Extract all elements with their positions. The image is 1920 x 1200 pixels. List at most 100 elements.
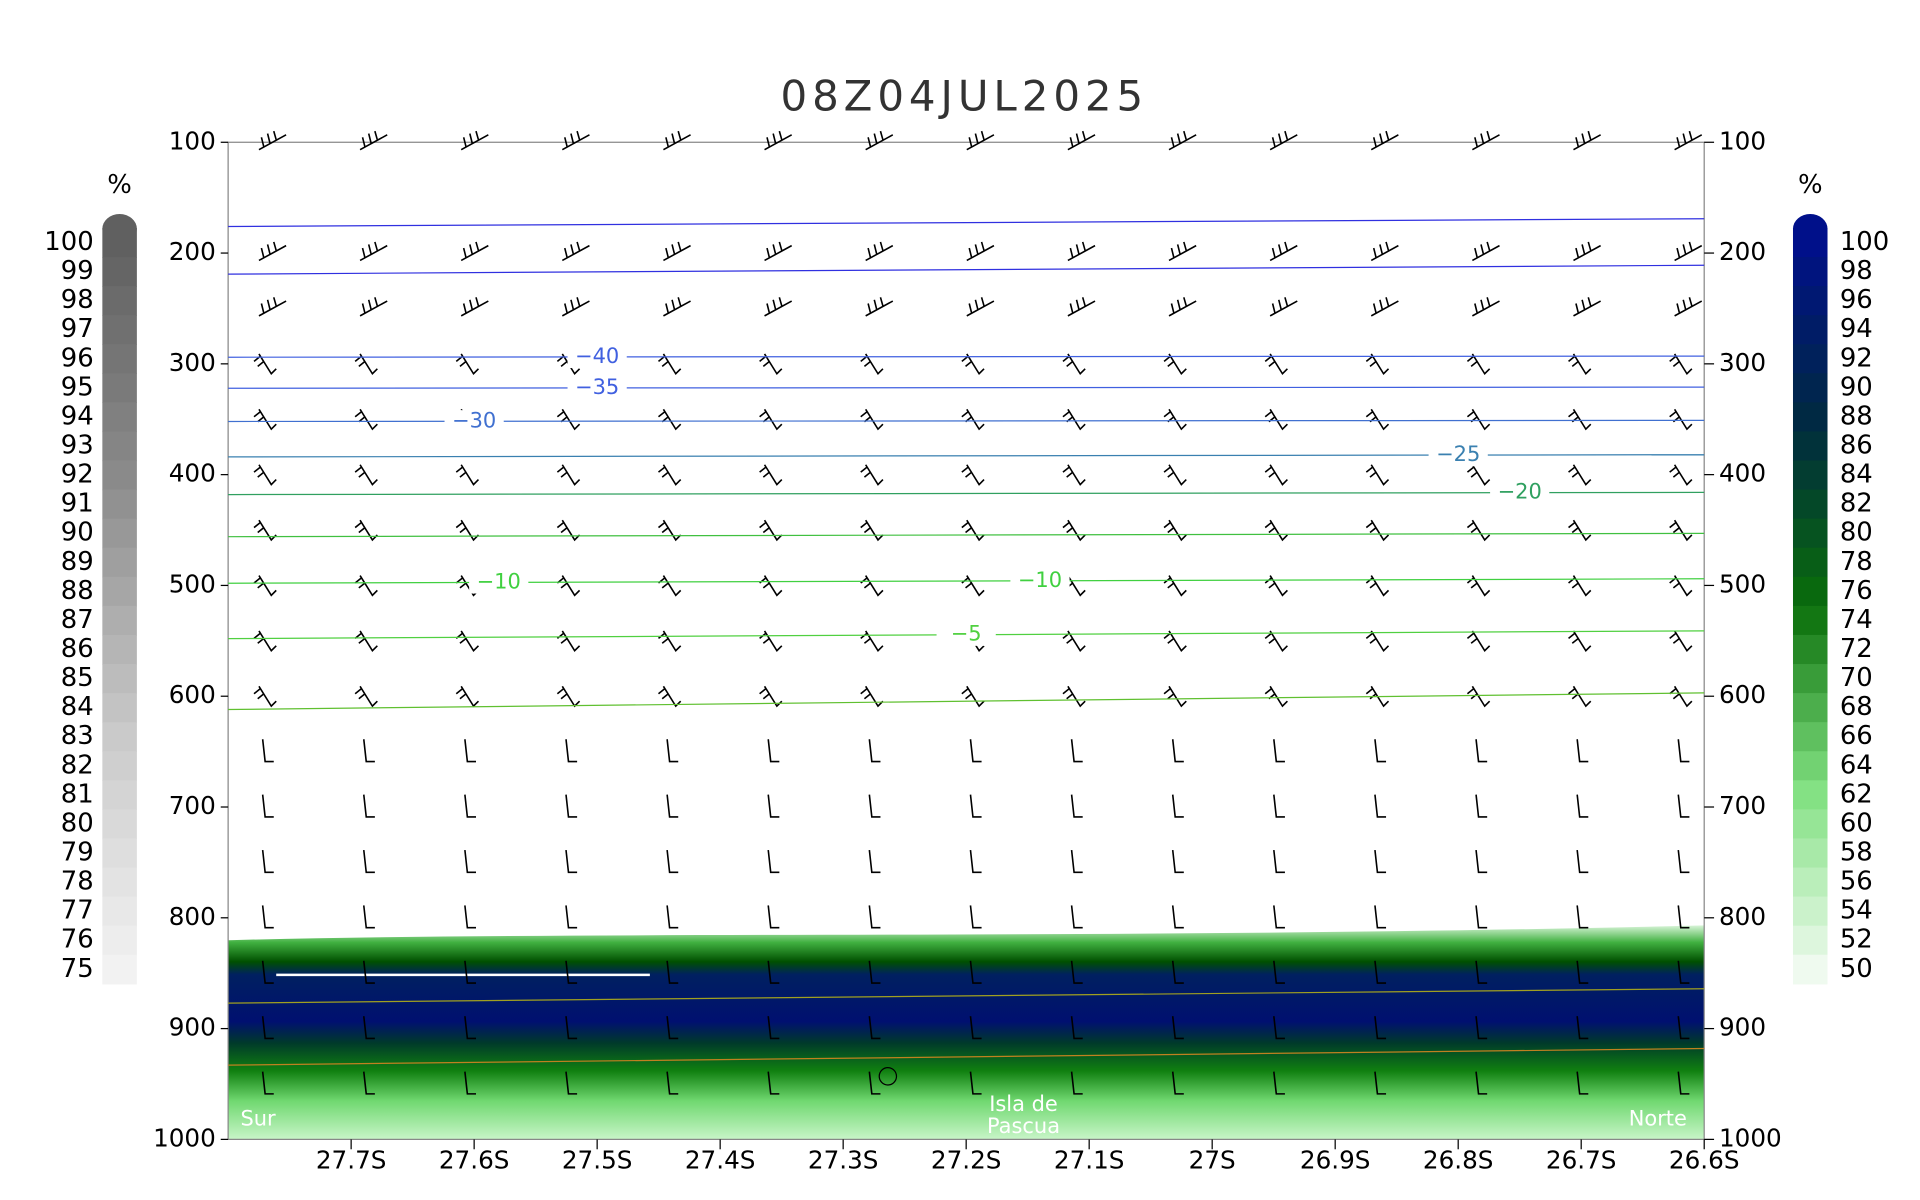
colorbar-cell [1792, 780, 1828, 810]
wind-barb [1365, 519, 1390, 542]
y-tick-label: 400 [169, 459, 216, 488]
colorbar-label: 85 [61, 663, 94, 693]
wind-barb [565, 739, 578, 763]
y-tick-label: 700 [169, 791, 216, 820]
wind-barb [1365, 464, 1390, 486]
colorbar-label: 74 [1840, 605, 1873, 635]
wind-barb [1576, 905, 1589, 929]
colorbar-cell [1792, 227, 1828, 258]
colorbar-label: 90 [1840, 372, 1873, 402]
colorbar-cell [1792, 344, 1828, 374]
wind-barb [961, 519, 985, 542]
colorbar-label: 93 [61, 430, 94, 460]
colorbar-label: 52 [1840, 925, 1873, 955]
wind-barb [1674, 297, 1703, 317]
wind-barb [1365, 575, 1390, 597]
wind-barb [556, 519, 581, 542]
colorbar-cell [1792, 518, 1828, 549]
colorbar-cell [1792, 896, 1828, 927]
y2-tick-label: 600 [1719, 680, 1766, 709]
wind-barb [565, 1016, 578, 1040]
wind-barb [868, 794, 881, 818]
wind-barb [464, 794, 476, 818]
wind-barb [1471, 130, 1500, 151]
wind-barb [1576, 849, 1589, 874]
island-marker [878, 1067, 898, 1086]
colorbar-cell [102, 664, 137, 694]
colorbar-label: 84 [61, 692, 94, 722]
wind-barb [261, 905, 274, 929]
colorbar-cell [102, 315, 137, 345]
wind-barb [1163, 464, 1187, 486]
colorbar-label: 75 [61, 954, 94, 984]
wind-barb [464, 849, 476, 874]
colorbar-label: 64 [1840, 750, 1873, 780]
wind-barb [561, 297, 590, 317]
wind-barb [860, 575, 884, 597]
colorbar-label: 79 [61, 837, 94, 867]
wind-barb [1568, 408, 1592, 431]
colorbar-label: 80 [1840, 518, 1873, 548]
wind-barb [969, 1071, 982, 1095]
wind-barb [1264, 408, 1288, 431]
wind-barb [1273, 1071, 1285, 1095]
colorbar-cell [102, 954, 137, 985]
wind-barb [1365, 408, 1390, 431]
wind-barb [1070, 960, 1083, 984]
wind-barb [966, 297, 995, 317]
wind-barb [1568, 519, 1592, 542]
colorbar-cell [1792, 547, 1828, 578]
wind-barb [865, 130, 894, 151]
wind-barb [666, 1071, 679, 1095]
wind-barb [253, 630, 277, 653]
wind-barb [969, 1016, 982, 1040]
wind-barb [1374, 849, 1387, 874]
colorbar-cell [1792, 867, 1828, 898]
wind-barb [253, 685, 277, 708]
wind-barb [1163, 685, 1187, 708]
colorbar-label: 90 [61, 518, 94, 548]
colorbar-label: 82 [1840, 489, 1873, 519]
y2-tick-label: 200 [1719, 237, 1766, 266]
wind-barb [556, 464, 581, 486]
wind-barb [1568, 685, 1592, 708]
wind-barb [1374, 739, 1387, 763]
wind-barb [1062, 519, 1086, 542]
wind-barb [455, 685, 480, 708]
wind-barb [1070, 794, 1083, 818]
x-tick-label: 26.7S [1546, 1146, 1617, 1175]
isotherm [228, 532, 1705, 538]
wind-barb [1062, 464, 1086, 486]
colorbar-cell [102, 605, 137, 636]
wind-barb [1466, 630, 1491, 653]
colorbar-cell [102, 693, 137, 723]
x-tick-label: 27S [1189, 1146, 1236, 1175]
wind-barb [561, 241, 590, 262]
wind-barb [354, 685, 378, 708]
wind-barb [966, 130, 995, 151]
wind-barb [1475, 960, 1488, 984]
colorbar-cell [1792, 431, 1828, 462]
x-tick-label: 26.9S [1300, 1146, 1371, 1175]
wind-barb [969, 849, 982, 874]
wind-barb [969, 794, 982, 818]
x-tick-label: 27.3S [808, 1146, 879, 1175]
x-tick-label: 27.6S [439, 1146, 510, 1175]
colorbar-label: 94 [61, 401, 94, 431]
colorbar-label: 100 [44, 227, 93, 257]
wind-barb [961, 464, 985, 486]
contour-label-bg [444, 410, 504, 433]
wind-barb [1273, 739, 1285, 763]
wind-barb [1370, 130, 1399, 151]
annotation: Norte [1629, 1107, 1687, 1131]
y2-tick-label: 100 [1719, 126, 1766, 155]
wind-barb [1269, 130, 1298, 151]
wind-barb [359, 130, 388, 151]
chart-title: 08Z04JUL2025 [780, 71, 1148, 120]
plot-area [228, 925, 1705, 1140]
y2-tick-label: 400 [1719, 459, 1766, 488]
contour-label-bg [1490, 481, 1550, 504]
wind-barb [666, 739, 679, 763]
wind-barb [464, 1071, 476, 1095]
wind-barb [1264, 519, 1288, 542]
